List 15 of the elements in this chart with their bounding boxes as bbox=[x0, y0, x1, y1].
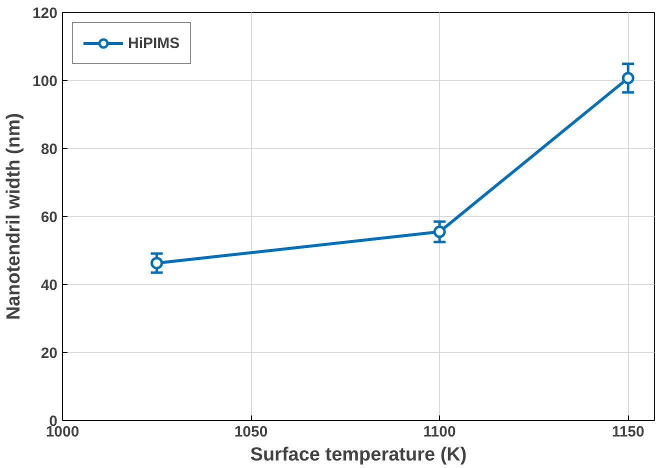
x-axis-title: Surface temperature (K) bbox=[250, 444, 467, 466]
y-axis-title: Nanotendril width (nm) bbox=[3, 113, 24, 320]
y-tick-label: 60 bbox=[40, 209, 58, 226]
y-tick-label: 100 bbox=[32, 73, 58, 90]
x-tick-label: 1150 bbox=[612, 424, 644, 440]
y-tick-label: 80 bbox=[40, 141, 58, 158]
legend-label: HiPIMS bbox=[128, 34, 180, 52]
x-tick-label: 1100 bbox=[423, 424, 456, 440]
y-tick-label: 40 bbox=[40, 277, 58, 294]
y-tick-label: 20 bbox=[40, 345, 58, 362]
point bbox=[433, 226, 446, 238]
y-tick-label: 120 bbox=[32, 5, 58, 22]
x-tick-label: 1050 bbox=[234, 424, 268, 440]
point bbox=[150, 256, 164, 270]
point bbox=[622, 72, 634, 84]
